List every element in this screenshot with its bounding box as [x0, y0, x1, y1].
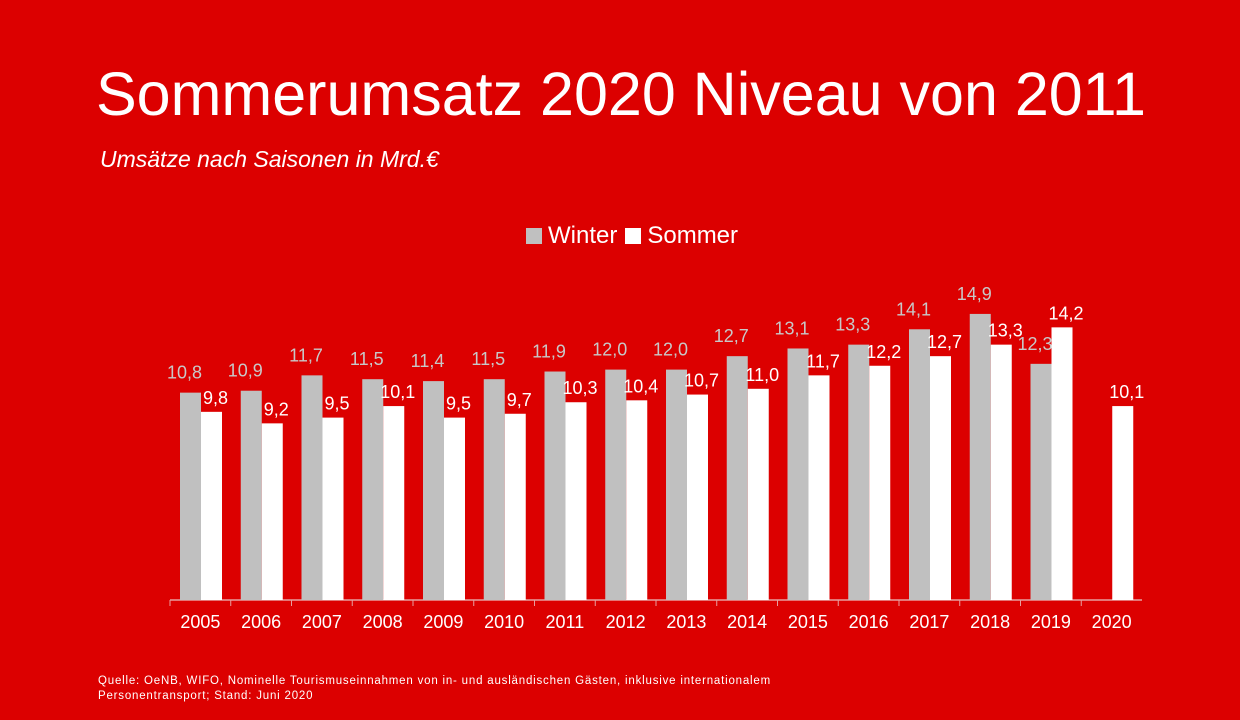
- data-label-winter: 10,9: [228, 361, 263, 381]
- data-label-sommer: 10,7: [684, 371, 719, 391]
- data-label-sommer: 13,3: [988, 321, 1023, 341]
- bar-sommer: [201, 411, 222, 600]
- bar-sommer: [687, 394, 708, 600]
- bar-winter: [1030, 363, 1052, 600]
- data-label-winter: 14,1: [896, 299, 931, 319]
- bar-sommer: [747, 388, 769, 600]
- data-label-winter: 11,7: [289, 345, 323, 365]
- bar-winter: [544, 371, 566, 600]
- legend-label-sommer: Sommer: [647, 222, 739, 249]
- x-tick-label: 2016: [849, 612, 889, 632]
- data-label-sommer: 9,7: [507, 390, 532, 410]
- chart-subtitle: Umsätze nach Saisonen in Mrd.€: [100, 146, 439, 172]
- data-label-sommer: 10,1: [1109, 382, 1144, 402]
- data-label-sommer: 10,3: [562, 378, 597, 398]
- bar-winter: [787, 348, 809, 600]
- x-tick-label: 2010: [484, 612, 524, 632]
- bar-sommer: [322, 417, 344, 600]
- bar-winter: [605, 369, 627, 600]
- bar-winter: [726, 356, 748, 600]
- bar-sommer: [444, 417, 465, 600]
- bar-sommer: [504, 413, 526, 600]
- legend-swatch-sommer: [625, 228, 642, 244]
- data-label-winter: 11,4: [411, 351, 445, 371]
- bar-winter: [666, 369, 687, 600]
- bar-winter: [362, 379, 384, 600]
- data-label-sommer: 9,8: [203, 388, 228, 408]
- legend-label-winter: Winter: [548, 222, 618, 249]
- source-line-1: Quelle: OeNB, WIFO, Nominelle Tourismuse…: [98, 675, 771, 687]
- data-label-sommer: 10,1: [380, 382, 415, 402]
- x-tick-label: 2008: [363, 612, 403, 632]
- x-tick-label: 2009: [423, 612, 463, 632]
- x-tick-label: 2019: [1031, 612, 1071, 632]
- x-tick-label: 2020: [1092, 612, 1132, 632]
- data-label-winter: 12,0: [592, 340, 627, 360]
- bar-sommer: [383, 406, 405, 600]
- data-label-sommer: 9,5: [324, 394, 349, 414]
- data-label-winter: 10,8: [167, 363, 202, 383]
- data-label-winter: 11,9: [532, 342, 566, 362]
- data-label-winter: 11,5: [471, 349, 505, 369]
- data-label-winter: 13,1: [774, 318, 809, 338]
- data-label-sommer: 11,7: [806, 351, 840, 371]
- x-tick-label: 2015: [788, 612, 828, 632]
- data-label-winter: 13,3: [835, 315, 870, 335]
- data-label-sommer: 10,4: [623, 376, 658, 396]
- data-label-winter: 12,3: [1017, 334, 1052, 354]
- x-tick-label: 2012: [606, 612, 646, 632]
- bar-sommer: [1051, 327, 1073, 600]
- data-label-winter: 12,0: [653, 340, 688, 360]
- x-tick-label: 2018: [970, 612, 1010, 632]
- data-label-winter: 11,5: [350, 349, 384, 369]
- bar-sommer: [808, 375, 830, 600]
- bar-sommer: [930, 356, 951, 600]
- x-tick-label: 2014: [727, 612, 767, 632]
- legend-swatch-winter: [526, 228, 542, 244]
- bar-winter: [483, 379, 505, 600]
- chart-title: Sommerumsatz 2020 Niveau von 2011: [96, 60, 1146, 128]
- data-label-sommer: 12,2: [866, 342, 901, 362]
- x-tick-label: 2006: [241, 612, 281, 632]
- bar-sommer: [565, 402, 587, 600]
- bar-sommer: [1112, 406, 1134, 600]
- x-tick-label: 2013: [666, 612, 706, 632]
- bar-winter: [969, 313, 991, 600]
- x-tick-label: 2005: [180, 612, 220, 632]
- bar-sommer: [869, 365, 891, 600]
- data-label-winter: 14,9: [957, 284, 992, 304]
- bar-winter: [180, 392, 201, 600]
- bar-winter: [909, 329, 930, 600]
- data-label-sommer: 14,2: [1048, 303, 1083, 323]
- x-tick-label: 2011: [546, 612, 585, 632]
- source-note: Quelle: OeNB, WIFO, Nominelle Tourismuse…: [98, 674, 771, 704]
- bar-sommer: [626, 400, 648, 600]
- bar-winter: [301, 375, 323, 600]
- bar-sommer: [990, 344, 1012, 600]
- x-tick-label: 2017: [909, 612, 949, 632]
- legend-item-winter: Winter: [526, 222, 617, 250]
- legend-item-sommer: Sommer: [625, 222, 738, 250]
- bar-winter: [423, 381, 444, 600]
- data-label-sommer: 11,0: [745, 365, 779, 385]
- x-tick-label: 2007: [302, 612, 342, 632]
- source-line-2: Personentransport; Stand: Juni 2020: [98, 690, 314, 702]
- data-label-sommer: 12,7: [927, 332, 962, 352]
- bar-winter: [240, 390, 262, 600]
- bar-winter: [848, 344, 870, 600]
- bar-sommer: [261, 423, 283, 600]
- legend: Winter Sommer: [526, 222, 746, 250]
- data-label-winter: 12,7: [714, 326, 749, 346]
- data-label-sommer: 9,5: [446, 394, 471, 414]
- data-label-sommer: 9,2: [264, 399, 289, 419]
